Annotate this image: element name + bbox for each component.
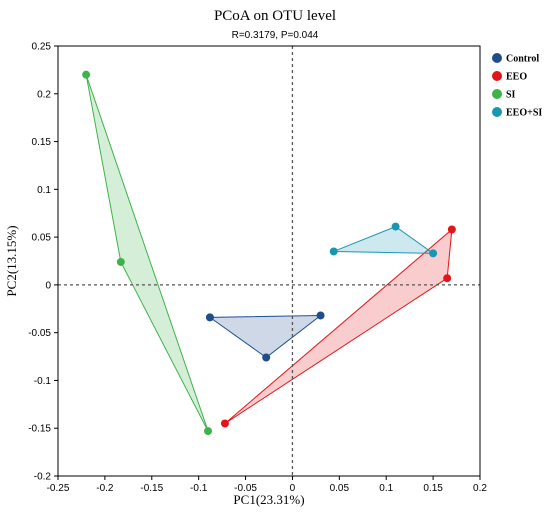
y-tick-label: 0.05 [32, 233, 52, 244]
hull-control [208, 314, 323, 359]
point-si [204, 427, 213, 436]
point-control [205, 313, 214, 322]
y-tick-label: -0.2 [34, 472, 52, 483]
point-eeo [443, 274, 452, 283]
x-tick-label: -0.15 [140, 483, 163, 494]
x-tick-label: 0 [290, 483, 296, 494]
x-tick-label: -0.25 [47, 483, 70, 494]
legend-label-control: Control [506, 54, 539, 65]
x-tick-label: 0.15 [423, 483, 443, 494]
y-tick-label: 0.1 [37, 185, 51, 196]
legend-marker-si [492, 89, 502, 99]
y-axis-title: PC2(13.15%) [4, 225, 19, 296]
y-tick-label: 0.15 [32, 137, 52, 148]
y-tick-label: 0.2 [37, 89, 51, 100]
point-si [82, 70, 91, 79]
hull-eeo [224, 228, 453, 424]
point-control [316, 311, 325, 320]
hull-eeo-si [333, 226, 435, 254]
legend-label-si: SI [506, 90, 516, 101]
x-tick-label: -0.2 [96, 483, 114, 494]
y-tick-label: 0.25 [32, 42, 52, 53]
hull-si [85, 74, 209, 432]
reference-lines [58, 46, 480, 476]
legend-marker-control [492, 53, 502, 63]
y-tick-label: -0.15 [28, 424, 51, 435]
point-eeo-si [429, 249, 438, 258]
point-eeo-si [391, 222, 400, 231]
y-tick-label: 0 [45, 280, 51, 291]
legend-marker-eeo [492, 71, 502, 81]
y-tick-label: -0.05 [28, 328, 51, 339]
point-si [116, 257, 125, 266]
point-eeo [447, 225, 456, 234]
point-control [262, 353, 271, 362]
data-points [82, 70, 456, 436]
x-tick-label: 0.2 [473, 483, 487, 494]
x-axis-title: PC1(23.31%) [233, 492, 304, 507]
plot-frame [57, 45, 481, 477]
x-tick-label: -0.1 [190, 483, 208, 494]
x-tick-label: -0.05 [234, 483, 257, 494]
axes: -0.25 -0.2 -0.15 -0.1 -0.05 0 0.05 0.1 0.15 0.2-0… [28, 42, 487, 495]
point-eeo-si [329, 247, 338, 256]
y-tick-label: -0.1 [34, 376, 52, 387]
point-eeo [220, 419, 229, 428]
group-hulls [85, 74, 453, 432]
chart-title: PCoA on OTU level [213, 8, 337, 24]
legend-marker-eeo-si [492, 107, 502, 117]
legend: Control EEO SI EEO+SI [492, 53, 542, 119]
chart-subtitle: R=0.3179, P=0.044 [231, 30, 319, 41]
legend-label-eeo: EEO [506, 72, 527, 83]
legend-label-eeo-si: EEO+SI [506, 108, 542, 119]
x-tick-label: 0.05 [330, 483, 350, 494]
x-tick-label: 0.1 [379, 483, 393, 494]
